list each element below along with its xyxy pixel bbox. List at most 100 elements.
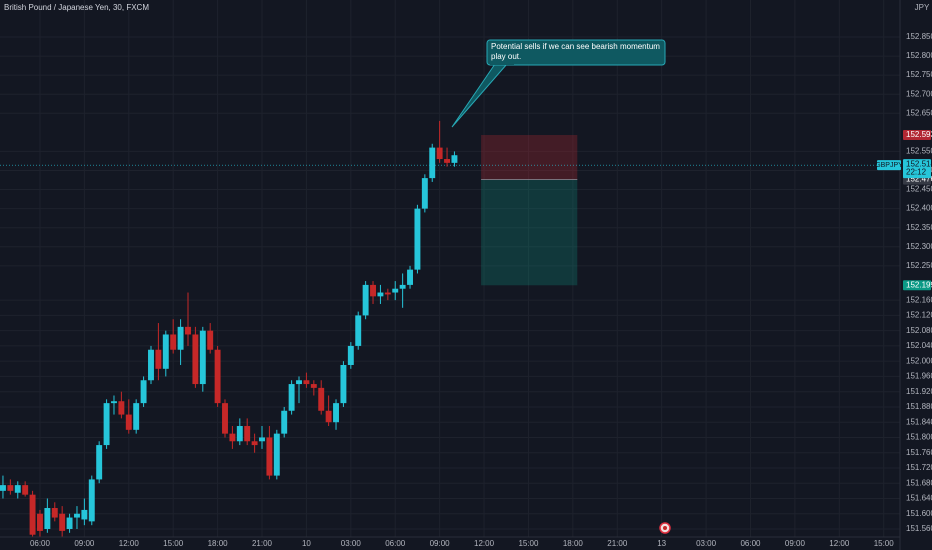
candle-body	[355, 315, 362, 346]
candle-body	[125, 414, 132, 430]
x-tick-label: 15:00	[518, 539, 539, 548]
last-price-label: 152.514	[906, 159, 932, 168]
candle-body	[310, 384, 317, 388]
x-tick-label: 18:00	[563, 539, 584, 548]
candle-body	[244, 426, 251, 442]
callout-text: Potential sells if we can see bearish mo…	[491, 42, 660, 61]
countdown-label: 22:12	[906, 167, 927, 176]
candle-body	[66, 517, 73, 529]
candle-body	[281, 410, 288, 434]
candle-body	[377, 292, 384, 297]
candle-body	[185, 326, 191, 335]
y-tick-label: 152.850	[906, 32, 932, 41]
y-tick-label: 152.000	[906, 356, 932, 365]
target-label: 152.199	[906, 280, 932, 289]
x-tick-label: 09:00	[430, 539, 451, 548]
entry-label: 152.476	[906, 175, 932, 184]
y-tick-label: 151.840	[906, 417, 932, 426]
candle-body	[155, 349, 162, 369]
candle-body	[333, 403, 339, 423]
candle-body	[347, 345, 354, 365]
candle-body	[162, 334, 169, 369]
candle-body	[133, 403, 140, 430]
x-tick-label: 12:00	[829, 539, 850, 548]
candle-body	[399, 284, 406, 289]
stop-label-bg	[903, 130, 931, 141]
y-tick-label: 151.680	[906, 478, 932, 487]
position-tool	[0, 135, 900, 286]
y-tick-label: 151.800	[906, 433, 932, 442]
candle-body	[177, 326, 184, 350]
y-tick-label: 152.120	[906, 311, 932, 320]
y-tick-label: 152.040	[906, 341, 932, 350]
candle-body	[273, 433, 280, 476]
candle-body	[74, 513, 80, 518]
y-tick-label: 152.350	[906, 223, 932, 232]
candle-body	[444, 159, 450, 163]
candle-body	[370, 284, 376, 297]
symbol-label: GBPJPY	[875, 162, 903, 169]
candle-body	[236, 426, 243, 442]
candle-body	[296, 380, 302, 385]
y-tick-label: 152.550	[906, 147, 932, 156]
stop-zone	[481, 135, 578, 180]
candle-body	[414, 208, 421, 270]
y-tick-label: 152.080	[906, 326, 932, 335]
y-tick-label: 151.920	[906, 387, 932, 396]
candle-body	[429, 147, 436, 179]
axes: 152.850 152.800 152.750 152.700 152.650 152.5…	[30, 32, 932, 548]
y-tick-label: 152.250	[906, 261, 932, 270]
callout: Potential sells if we can see bearish mo…	[451, 39, 666, 128]
candle-body	[118, 401, 125, 415]
candle-body	[266, 437, 273, 476]
event-icon-dot[interactable]	[663, 526, 667, 530]
y-tick-label: 152.800	[906, 51, 932, 60]
candle-body	[259, 437, 265, 442]
x-tick-label: 09:00	[74, 539, 95, 548]
x-tick-label: 21:00	[607, 539, 628, 548]
x-tick-label: 21:00	[252, 539, 273, 548]
x-tick-label: 18:00	[208, 539, 229, 548]
x-tick-label: 12:00	[474, 539, 495, 548]
last-price-bg	[903, 159, 931, 179]
grid	[0, 0, 900, 537]
callout-text-box: Potential sells if we can see bearish mo…	[491, 42, 660, 61]
candle-body	[0, 485, 6, 491]
candle-body	[29, 494, 36, 535]
y-tick-label: 151.640	[906, 494, 932, 503]
x-tick-label: 03:00	[341, 539, 362, 548]
candle-body	[199, 330, 206, 385]
stop-label: 152.593	[906, 130, 932, 139]
candle-body	[51, 508, 58, 518]
x-tick-label: 15:00	[163, 539, 184, 548]
x-tick-label: 12:00	[119, 539, 140, 548]
candle-body	[37, 513, 43, 531]
candle-body	[140, 380, 147, 404]
candle-body	[192, 334, 199, 385]
y-tick-label: 152.450	[906, 185, 932, 194]
candle-body	[392, 288, 399, 293]
candle-body	[111, 401, 117, 404]
chart-title: British Pound / Japanese Yen, 30, FXCM	[4, 3, 149, 12]
x-tick-label: 10	[302, 539, 311, 548]
candle-body	[103, 403, 110, 446]
candle-body	[214, 349, 221, 404]
event-icon[interactable]	[659, 522, 671, 534]
y-tick-label: 151.960	[906, 372, 932, 381]
callout-box	[486, 39, 666, 66]
callout-joint	[490, 60, 514, 65]
y-tick-label: 152.700	[906, 89, 932, 98]
candle-body	[362, 284, 369, 316]
target-zone	[481, 179, 578, 286]
candle-body	[318, 387, 325, 411]
candle-body	[340, 364, 347, 404]
x-tick-label: 15:00	[874, 539, 895, 548]
x-tick-label: 06:00	[385, 539, 406, 548]
x-tick-label: 09:00	[785, 539, 806, 548]
y-tick-label: 151.560	[906, 524, 932, 533]
candle-body	[421, 178, 428, 209]
y-tick-label: 151.720	[906, 463, 932, 472]
candle-body	[170, 334, 177, 350]
currency-label: JPY	[915, 3, 930, 12]
